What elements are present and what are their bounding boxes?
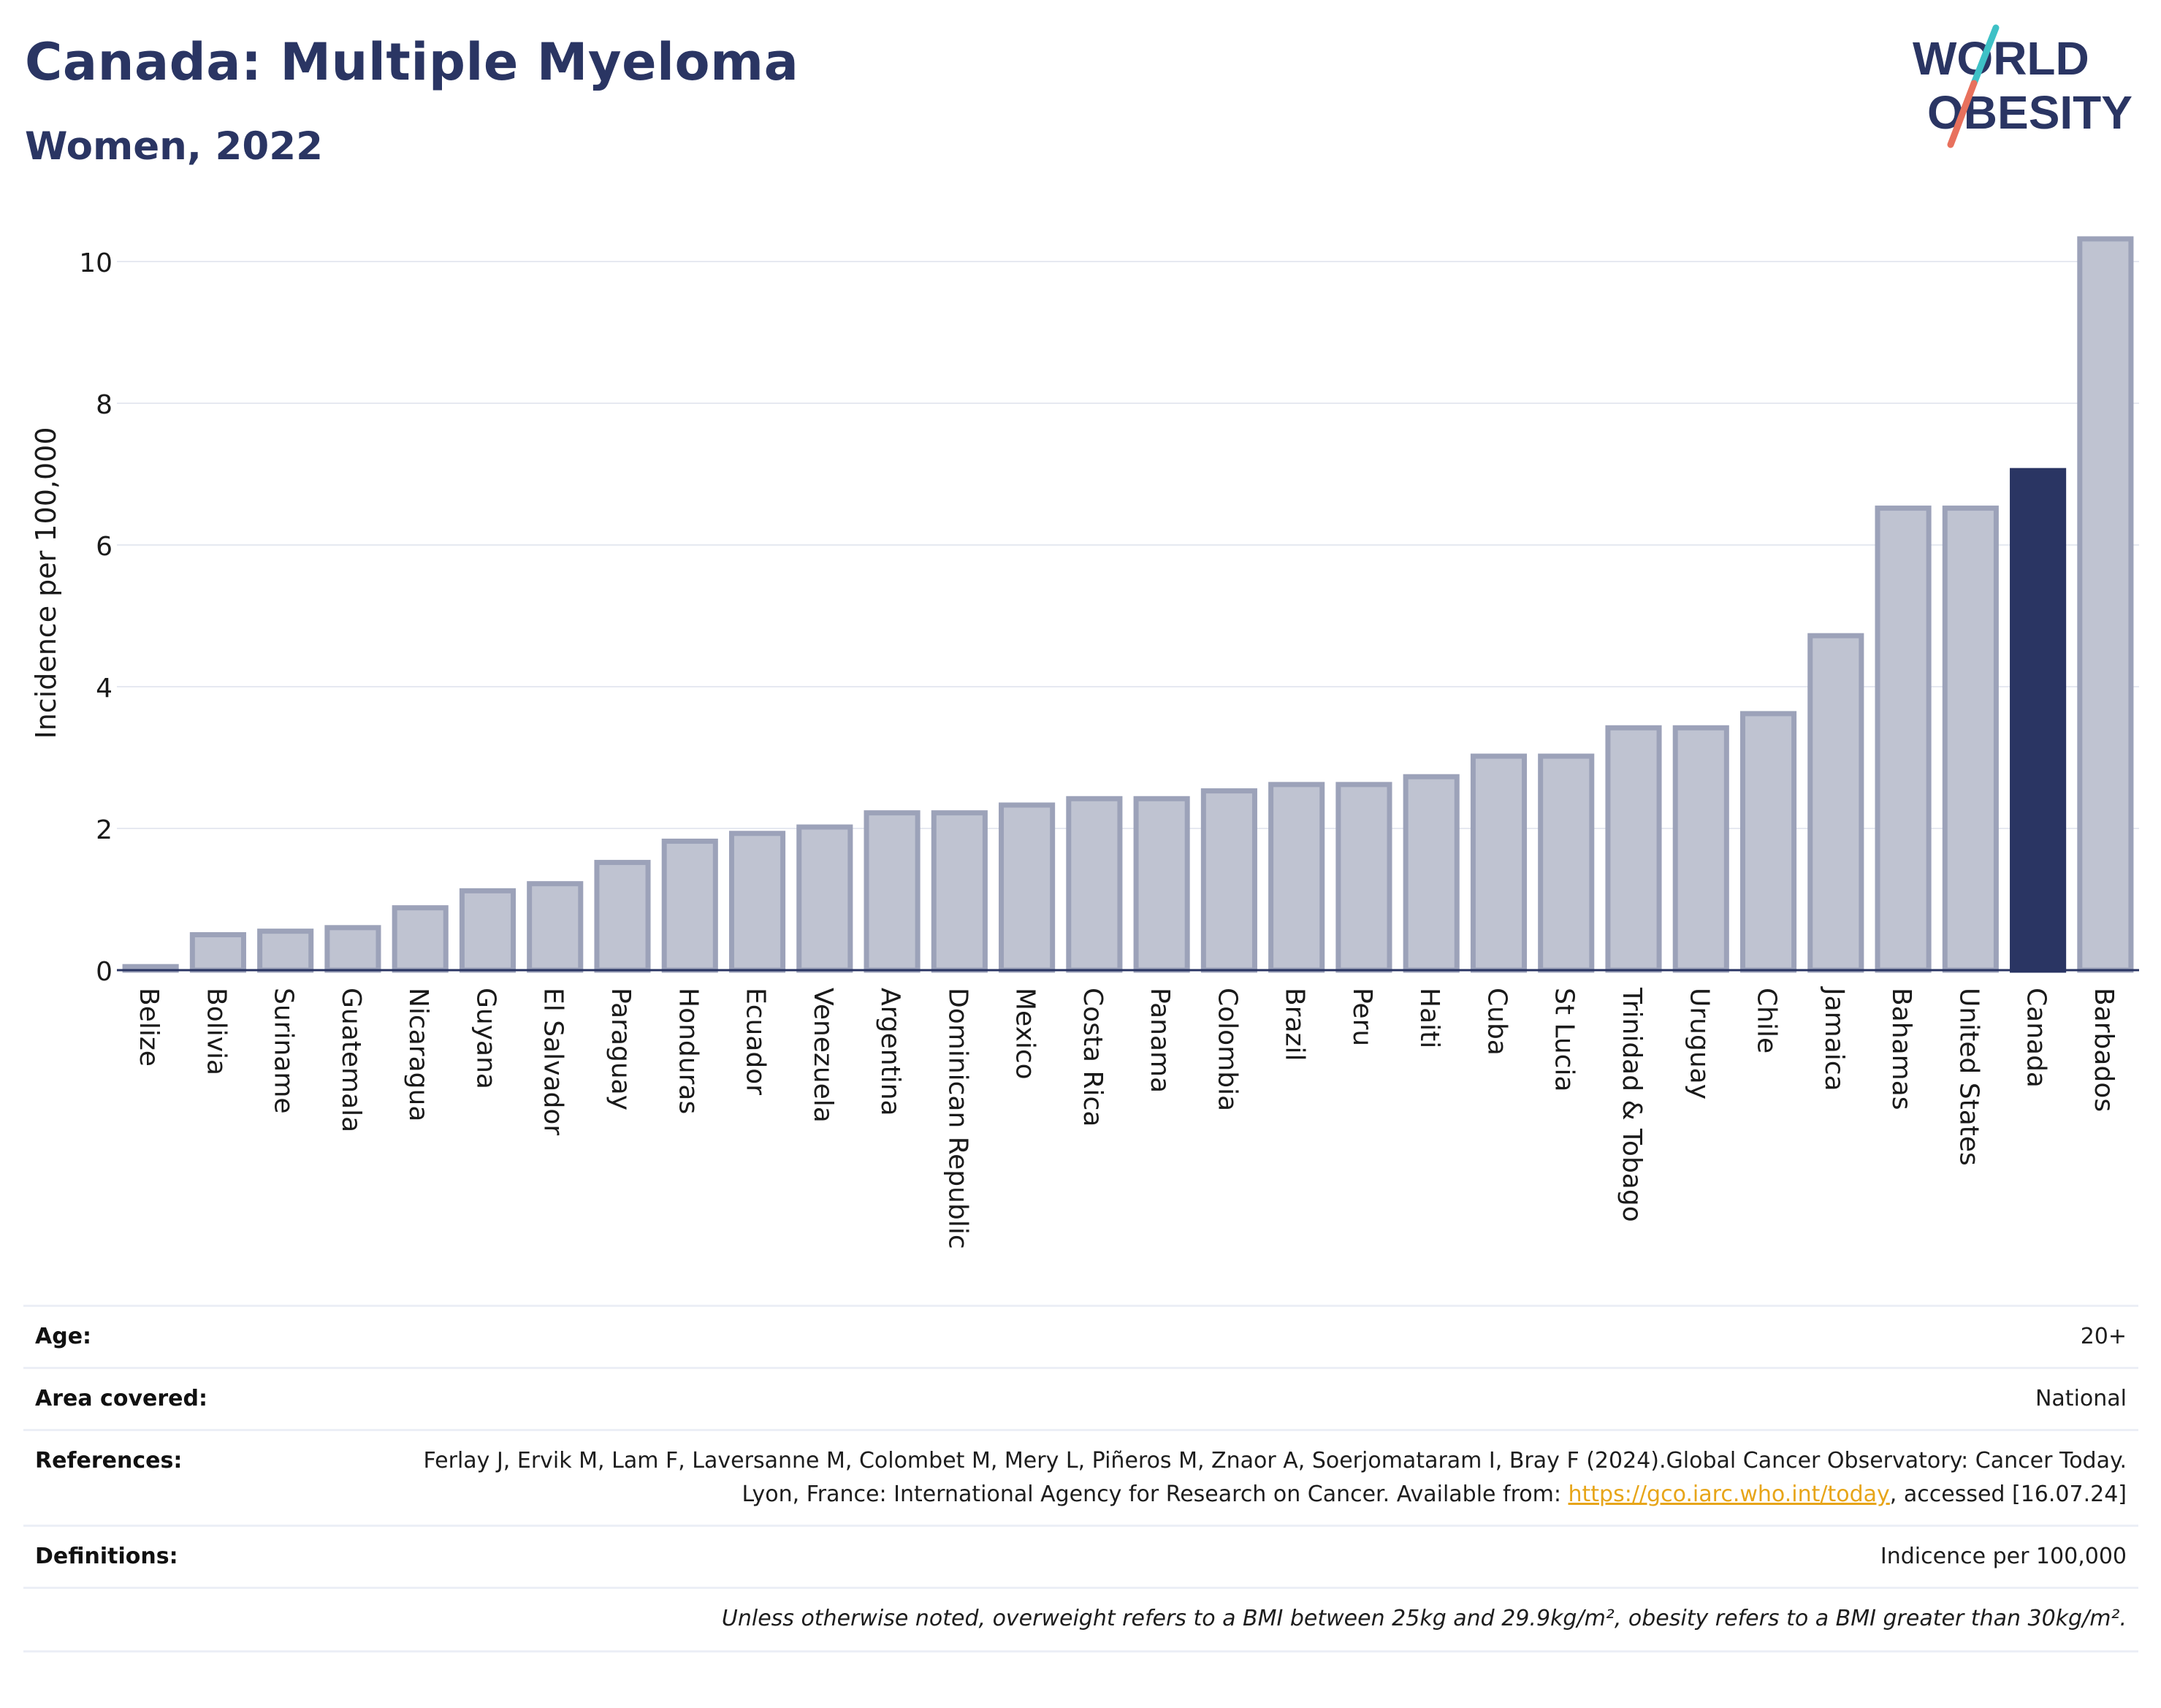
bar-bahamas [1875, 506, 1932, 973]
x-tick-label: Guatemala [336, 988, 366, 1132]
x-tick-label: Haiti [1414, 988, 1444, 1048]
x-tick-label: Colombia [1212, 988, 1242, 1111]
x-tick-label: Canada [2021, 988, 2051, 1088]
x-tick-label: Costa Rica [1078, 988, 1108, 1126]
bar-bolivia [189, 932, 246, 973]
x-tick-label: Honduras [673, 988, 703, 1114]
bar-uruguay [1672, 725, 1729, 973]
y-tick-label: 10 [79, 248, 113, 278]
bar-dominican-republic [931, 810, 988, 973]
info-row-note: Unless otherwise noted, overweight refer… [23, 1589, 2138, 1652]
age-value: 20+ [2080, 1324, 2127, 1349]
y-axis-label: Incidence per 100,000 [30, 427, 62, 739]
bar-el-salvador [527, 881, 584, 973]
y-tick-label: 0 [96, 957, 113, 987]
x-tick-label: Mexico [1010, 988, 1040, 1080]
x-tick-label: Argentina [875, 988, 905, 1116]
x-tick-label: Venezuela [808, 988, 838, 1123]
x-tick-label: Ecuador [741, 988, 771, 1095]
bmi-note: Unless otherwise noted, overweight refer… [721, 1606, 2127, 1631]
bar-brazil [1268, 782, 1325, 973]
x-tick-label: Cuba [1482, 988, 1512, 1056]
bar-chart: 0 2 4 6 8 10 Belize Bolivia Suriname Guatemala Ni… [30, 236, 2139, 1249]
info-row-references: References: Ferlay J, Ervik M, Lam F, La… [23, 1431, 2138, 1527]
y-tick-label: 4 [96, 674, 113, 704]
bar-colombia [1200, 788, 1257, 973]
x-tick-label: Trinidad & Tobago [1617, 987, 1647, 1222]
x-tick-label: Uruguay [1684, 988, 1714, 1099]
x-tick-label: Bolivia [201, 988, 231, 1075]
x-tick-label: Peru [1347, 988, 1377, 1046]
bar-st-lucia [1538, 753, 1595, 973]
bar-barbados [2077, 236, 2134, 973]
x-tick-label: Barbados [2089, 988, 2119, 1112]
bar-guatemala [324, 925, 381, 973]
x-tick-label: Jamaica [1819, 986, 1849, 1091]
bar-venezuela [796, 824, 853, 973]
x-tick-label: Bahamas [1886, 988, 1916, 1110]
definitions-label: Definitions: [35, 1544, 178, 1569]
bar-paraguay [594, 860, 651, 973]
y-tick-label: 2 [96, 815, 113, 845]
bar-nicaragua [392, 905, 449, 973]
logo-slash-coral [1947, 80, 1978, 148]
age-label: Age: [35, 1324, 92, 1349]
bar-honduras [661, 838, 718, 973]
bar-cuba [1470, 753, 1528, 973]
y-tick-label: 8 [96, 390, 113, 420]
info-row-definitions: Definitions: Indicence per 100,000 [23, 1527, 2138, 1589]
bar-chile [1739, 711, 1797, 973]
logo-word-world: WORLD [1913, 32, 2089, 85]
bar-haiti [1403, 774, 1460, 973]
chart-subtitle: Women, 2022 [25, 124, 323, 169]
bar-panama [1133, 796, 1190, 973]
x-tick-label: Chile [1752, 988, 1782, 1053]
x-tick-label: Brazil [1280, 988, 1310, 1061]
bar-costa-rica [1066, 796, 1123, 973]
info-table: Age: 20+ Area covered: National Referenc… [23, 1305, 2138, 1652]
x-tick-label: United States [1954, 988, 1983, 1166]
bar-guyana [459, 888, 517, 973]
bar-mexico [999, 802, 1056, 973]
references-value: Ferlay J, Ervik M, Lam F, Laversanne M, … [388, 1444, 2127, 1511]
world-obesity-logo: WORLD OBESITY [1913, 24, 2133, 148]
references-text-2: , accessed [16.07.24] [1889, 1482, 2127, 1507]
y-tick-label: 6 [96, 532, 113, 562]
bar-suriname [257, 929, 314, 973]
x-tick-label: Panama [1145, 988, 1175, 1093]
gridlines [117, 261, 2139, 829]
x-tick-label: El Salvador [538, 988, 568, 1135]
x-tick-label: Guyana [470, 988, 500, 1089]
bar-peru [1335, 782, 1392, 973]
area-value: National [2035, 1386, 2127, 1411]
bar-trinidad-tobago [1605, 725, 1662, 973]
chart-title: Canada: Multiple Myeloma [25, 32, 799, 92]
info-row-area: Area covered: National [23, 1369, 2138, 1431]
references-text-1: Ferlay J, Ervik M, Lam F, Laversanne M, … [423, 1448, 2127, 1507]
bar-ecuador [728, 831, 786, 973]
bars [122, 236, 2134, 973]
bar-canada [2010, 468, 2067, 973]
x-tick-label: Belize [134, 988, 164, 1067]
x-tick-label: Suriname [269, 988, 299, 1114]
bar-jamaica [1807, 633, 1864, 973]
info-row-age: Age: 20+ [23, 1307, 2138, 1369]
x-tick-label: Paraguay [606, 988, 636, 1110]
y-axis-ticks: 0 2 4 6 8 10 [79, 248, 113, 987]
x-tick-label: Dominican Republic [942, 988, 972, 1249]
bar-argentina [864, 810, 921, 973]
area-label: Area covered: [35, 1386, 207, 1411]
references-link[interactable]: https://gco.iarc.who.int/today [1568, 1482, 1890, 1507]
x-axis-labels: Belize Bolivia Suriname Guatemala Nicaragua G… [134, 986, 2119, 1249]
definitions-value: Indicence per 100,000 [1880, 1544, 2127, 1569]
x-tick-label: Nicaragua [403, 988, 433, 1121]
references-label: References: [35, 1448, 183, 1473]
x-tick-label: St Lucia [1550, 988, 1579, 1092]
logo-slash-teal [1970, 24, 2000, 87]
bar-united-states [1942, 506, 1999, 973]
